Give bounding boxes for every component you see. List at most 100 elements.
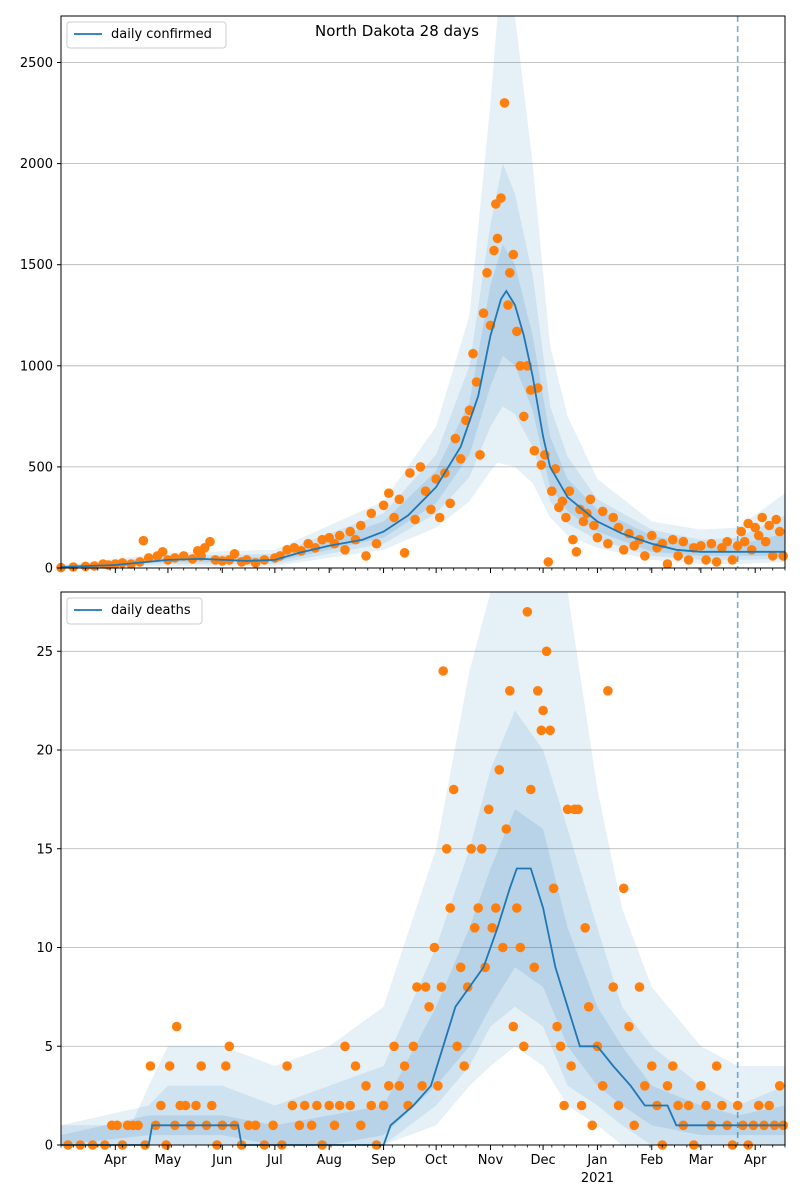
observed-point (662, 559, 673, 569)
observed-point (575, 504, 585, 515)
figure-title: North Dakota 28 days (315, 22, 479, 40)
x-year-label: 2021 (581, 1171, 614, 1186)
observed-point (508, 249, 519, 260)
observed-point (743, 518, 753, 529)
observed-point (412, 982, 422, 992)
x-tick-label: Jul (266, 1153, 283, 1168)
observed-point (750, 522, 760, 533)
y-tick-label: 2500 (20, 56, 53, 71)
observed-point (441, 844, 452, 854)
observed-point (543, 557, 554, 567)
observed-point (717, 1100, 727, 1111)
observed-point (384, 1081, 394, 1091)
observed-point (706, 538, 717, 549)
observed-point (545, 725, 555, 736)
y-tick-label: 25 (36, 645, 53, 660)
x-tick-label: Aug (317, 1153, 342, 1168)
observed-point (505, 268, 515, 278)
observed-point (389, 1041, 399, 1052)
observed-point (221, 1061, 231, 1071)
observed-point (561, 512, 571, 523)
observed-point (415, 462, 426, 472)
observed-point (732, 1100, 743, 1111)
observed-point (515, 942, 526, 953)
observed-point (496, 193, 506, 203)
axes-frame (60, 15, 786, 569)
observed-point (145, 1061, 156, 1071)
observed-point (753, 1100, 764, 1111)
observed-point (452, 1041, 463, 1052)
observed-point (541, 646, 552, 657)
observed-point (384, 488, 394, 499)
observed-point (306, 1120, 317, 1131)
observed-point (420, 486, 431, 497)
observed-point (571, 547, 582, 557)
x-tick-label: May (154, 1153, 181, 1168)
x-tick-label: Oct (425, 1153, 447, 1168)
observed-point (774, 1081, 785, 1091)
band-mid (61, 163, 785, 568)
observed-point (156, 1100, 166, 1111)
observed-point (526, 784, 536, 795)
observed-point (378, 500, 389, 511)
observed-point (547, 486, 557, 497)
observed-point (420, 982, 431, 992)
observed-point (608, 982, 618, 992)
observed-point (764, 1100, 774, 1111)
y-tick-label: 10 (36, 941, 53, 956)
x-tick-label: Dec (531, 1153, 556, 1168)
observed-point (503, 300, 513, 310)
observed-point (491, 903, 501, 913)
observed-point (608, 512, 618, 523)
observed-point (205, 536, 215, 547)
y-tick-label: 2000 (20, 157, 53, 172)
observed-point (624, 1021, 634, 1032)
model-line (60, 289, 785, 568)
observed-point (299, 1100, 310, 1111)
band-outer (61, 592, 785, 1145)
x-tick-label: Apr (104, 1153, 127, 1168)
observed-point (739, 536, 750, 547)
axes-frame (60, 591, 786, 1146)
observed-point (366, 1100, 377, 1111)
observed-point (366, 508, 377, 519)
observed-point (746, 545, 757, 555)
observed-point (455, 454, 466, 464)
observed-point (668, 1061, 678, 1071)
observed-point (515, 361, 526, 371)
deaths-grid (61, 650, 785, 1047)
observed-point (356, 1120, 366, 1131)
observed-point (191, 1100, 201, 1111)
observed-point (576, 1100, 587, 1111)
x-tick-label: Apr (744, 1153, 767, 1168)
confirmed-legend: daily confirmed (66, 21, 227, 49)
observed-point (340, 1041, 350, 1052)
observed-point (329, 1120, 340, 1131)
observed-point (603, 538, 613, 549)
observed-point (489, 245, 499, 256)
observed-point (487, 923, 498, 933)
observed-point (613, 1100, 624, 1111)
observed-point (417, 1081, 427, 1091)
observed-point (445, 498, 456, 509)
observed-point (736, 526, 746, 537)
observed-point (562, 804, 573, 815)
x-tick-label: Sep (371, 1153, 396, 1168)
observed-point (592, 532, 603, 543)
observed-point (498, 942, 508, 953)
y-tick-label: 0 (45, 1139, 53, 1154)
x-tick-label: Jun (211, 1153, 232, 1168)
observed-point (394, 1081, 405, 1091)
observed-point (774, 526, 785, 537)
y-tick-label: 0 (45, 562, 53, 577)
observed-point (696, 1081, 706, 1091)
observed-point (512, 326, 522, 337)
observed-point (492, 233, 503, 244)
observed-point (512, 903, 522, 913)
observed-point (196, 1061, 206, 1071)
observed-point (538, 705, 548, 716)
observed-point (171, 1021, 182, 1032)
observed-point (634, 982, 645, 992)
observed-point (399, 1061, 410, 1071)
